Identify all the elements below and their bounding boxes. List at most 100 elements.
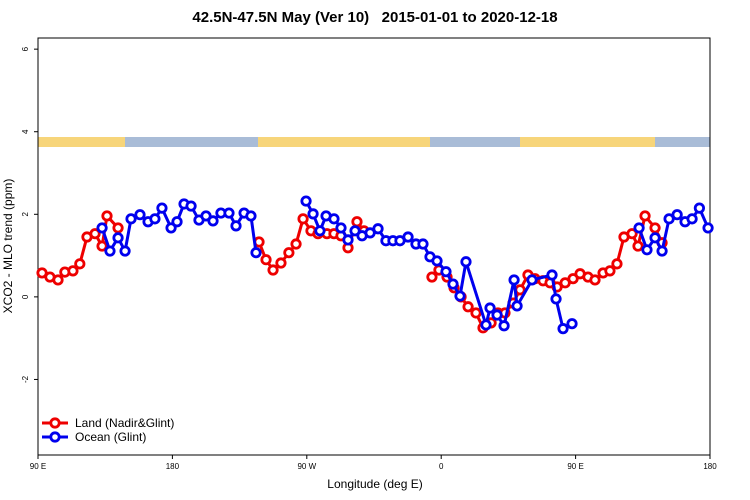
point bbox=[67, 265, 79, 277]
x-tick-label: 90 W bbox=[297, 462, 316, 471]
point bbox=[480, 319, 492, 331]
point bbox=[156, 202, 168, 214]
point bbox=[104, 245, 116, 257]
point bbox=[633, 222, 645, 234]
point bbox=[663, 213, 675, 225]
y-tick-label: 4 bbox=[21, 129, 30, 134]
chart-title: 42.5N-47.5N May (Ver 10) 2015-01-01 to 2… bbox=[192, 9, 557, 26]
point bbox=[511, 300, 523, 312]
point bbox=[171, 216, 183, 228]
y-tick-label: 6 bbox=[21, 46, 30, 51]
point bbox=[267, 264, 279, 276]
point bbox=[290, 238, 302, 250]
point bbox=[626, 228, 638, 240]
point bbox=[372, 223, 384, 235]
point bbox=[639, 210, 651, 222]
point bbox=[566, 318, 578, 330]
point bbox=[686, 213, 698, 225]
point bbox=[260, 254, 272, 266]
point bbox=[470, 307, 482, 319]
point bbox=[96, 240, 108, 252]
point bbox=[526, 274, 538, 286]
point bbox=[498, 320, 510, 332]
point bbox=[300, 195, 312, 207]
point bbox=[484, 302, 496, 314]
point bbox=[649, 232, 661, 244]
point bbox=[567, 273, 579, 285]
point bbox=[283, 247, 295, 259]
point bbox=[508, 274, 520, 286]
point bbox=[307, 208, 319, 220]
point bbox=[89, 228, 101, 240]
point bbox=[342, 234, 354, 246]
legend-label: Ocean (Glint) bbox=[75, 430, 146, 444]
point bbox=[275, 257, 287, 269]
map-strip bbox=[38, 137, 710, 147]
point bbox=[671, 209, 683, 221]
point bbox=[462, 301, 474, 313]
y-tick-label: 0 bbox=[21, 294, 30, 299]
point bbox=[447, 278, 459, 290]
point bbox=[693, 202, 705, 214]
point bbox=[250, 247, 262, 259]
point bbox=[349, 225, 361, 237]
point bbox=[223, 207, 235, 219]
point bbox=[656, 245, 668, 257]
point bbox=[641, 244, 653, 256]
y-tick-label: -2 bbox=[21, 375, 30, 383]
x-tick-label: 0 bbox=[439, 462, 444, 471]
point bbox=[101, 210, 113, 222]
x-tick-label: 90 E bbox=[567, 462, 583, 471]
point bbox=[328, 213, 340, 225]
x-tick-label: 180 bbox=[703, 462, 717, 471]
point bbox=[165, 222, 177, 234]
point bbox=[134, 209, 146, 221]
point bbox=[207, 215, 219, 227]
point bbox=[454, 290, 466, 302]
point bbox=[649, 222, 661, 234]
point bbox=[426, 271, 438, 283]
point bbox=[351, 216, 363, 228]
point bbox=[491, 309, 503, 321]
point bbox=[335, 222, 347, 234]
point bbox=[125, 213, 137, 225]
point bbox=[402, 231, 414, 243]
point bbox=[74, 258, 86, 270]
point bbox=[702, 222, 714, 234]
legend-marker bbox=[49, 417, 61, 429]
y-axis-label: XCO2 - MLO trend (ppm) bbox=[1, 179, 15, 314]
point bbox=[431, 255, 443, 267]
point bbox=[245, 210, 257, 222]
x-axis-label: Longitude (deg E) bbox=[327, 477, 422, 491]
point bbox=[589, 274, 601, 286]
y-tick-label: 2 bbox=[21, 212, 30, 217]
point bbox=[52, 274, 64, 286]
point bbox=[200, 210, 212, 222]
x-tick-label: 90 E bbox=[30, 462, 46, 471]
point bbox=[96, 222, 108, 234]
point bbox=[417, 238, 429, 250]
legend-label: Land (Nadir&Glint) bbox=[75, 416, 174, 430]
point bbox=[550, 293, 562, 305]
point bbox=[546, 269, 558, 281]
point bbox=[611, 258, 623, 270]
series bbox=[36, 210, 668, 334]
x-tick-label: 180 bbox=[166, 462, 180, 471]
point bbox=[604, 265, 616, 277]
point bbox=[149, 213, 161, 225]
series bbox=[96, 195, 714, 335]
point bbox=[314, 225, 326, 237]
point bbox=[557, 323, 569, 335]
point bbox=[185, 200, 197, 212]
point bbox=[119, 245, 131, 257]
point bbox=[112, 232, 124, 244]
point bbox=[112, 222, 124, 234]
point bbox=[297, 213, 309, 225]
point bbox=[460, 256, 472, 268]
point bbox=[632, 240, 644, 252]
legend-marker bbox=[49, 431, 61, 443]
point bbox=[230, 220, 242, 232]
plot-frame bbox=[37, 37, 711, 456]
point bbox=[440, 266, 452, 278]
